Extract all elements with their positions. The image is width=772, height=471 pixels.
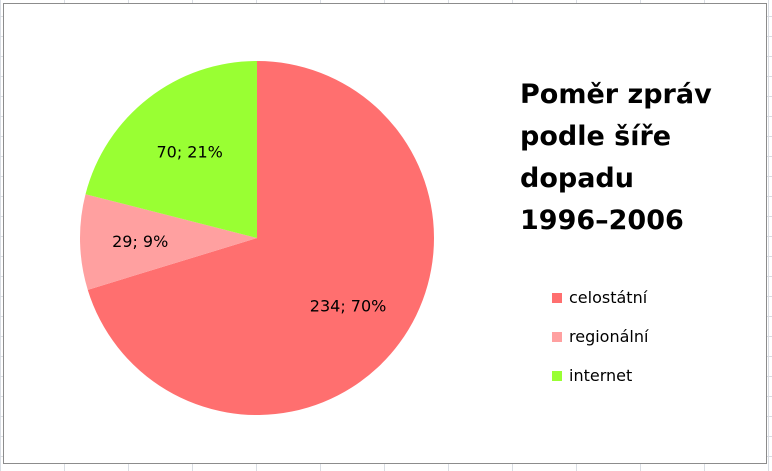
legend-swatch	[552, 370, 562, 381]
legend-item-regionalni[interactable]: regionální	[552, 317, 648, 356]
data-label-3: 70; 21%	[156, 142, 222, 161]
legend-item-celostatni[interactable]: celostátní	[552, 278, 648, 317]
legend[interactable]: celostátní regionální internet	[552, 278, 648, 395]
pie-slice-2[interactable]	[79, 194, 257, 290]
legend-swatch	[552, 292, 562, 303]
legend-label: internet	[569, 366, 633, 385]
legend-swatch	[552, 331, 562, 342]
legend-label: celostátní	[569, 288, 648, 307]
legend-item-internet[interactable]: internet	[552, 356, 648, 395]
legend-label: regionální	[569, 327, 649, 346]
chart-title: Poměr zpráv podle šíře dopadu 1996–2006	[520, 79, 712, 236]
data-label-1: 234; 70%	[310, 296, 387, 315]
data-label-2: 29; 9%	[112, 232, 168, 251]
pie-slice-1[interactable]	[87, 61, 435, 416]
chart-area[interactable]: 234; 70% 29; 9% 70; 21% Poměr zpráv podle …	[3, 3, 767, 464]
pie-slice-3[interactable]	[85, 61, 257, 238]
pie-chart[interactable]: 234; 70% 29; 9% 70; 21%	[4, 4, 768, 465]
